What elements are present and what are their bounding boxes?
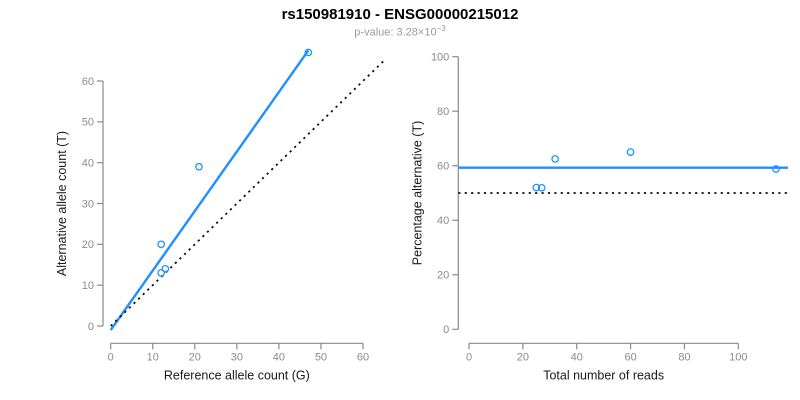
data-point (195, 162, 203, 171)
y-axis-title: Percentage alternative (T) (410, 121, 424, 266)
y-tick-label: 20 (437, 270, 449, 282)
p-value-exponent: −3 (436, 24, 446, 33)
y-tick-label: 60 (437, 161, 449, 173)
x-tick-label: 30 (231, 351, 243, 363)
data-point (157, 269, 166, 277)
data-point (537, 183, 546, 192)
identity-line (110, 57, 387, 327)
left-scatter-plot: 0 10 20 30 40 50 60 0 10 20 30 40 50 60 Reference alle… (55, 48, 387, 382)
p-value-text: p-value: 3.28×10 (354, 26, 437, 39)
y-tick-label: 40 (82, 157, 94, 169)
x-tick-label: 80 (678, 351, 690, 363)
x-axis-title: Total number of reads (543, 368, 664, 382)
fit-line (109, 49, 310, 331)
y-tick-label: 0 (443, 324, 449, 336)
x-tick-label: 60 (357, 351, 369, 363)
figure-title: rs150981910 - ENSG00000215012 (281, 6, 519, 23)
y-tick-label: 100 (431, 52, 449, 64)
x-tick-label: 50 (315, 351, 327, 363)
x-tick-label: 40 (273, 351, 285, 363)
y-tick-label: 20 (82, 239, 94, 251)
data-point (772, 165, 780, 173)
x-tick-label: 10 (147, 351, 159, 363)
data-point (157, 240, 166, 249)
y-tick-label: 60 (82, 76, 94, 88)
y-tick-label: 80 (437, 106, 449, 118)
data-point (304, 48, 313, 57)
x-tick-label: 100 (729, 351, 747, 363)
y-tick-label: 0 (88, 321, 94, 333)
data-point (626, 148, 635, 156)
x-tick-label: 40 (571, 351, 583, 363)
x-tick-label: 60 (624, 351, 636, 363)
x-axis-title: Reference allele count (G) (164, 368, 310, 382)
right-scatter-plot: 0 20 40 60 80 100 0 20 40 60 80 100 Total number of … (410, 52, 788, 382)
x-tick-label: 20 (189, 351, 201, 363)
x-tick-label: 0 (108, 351, 114, 363)
data-point (551, 155, 560, 163)
x-tick-label: 0 (466, 351, 472, 363)
y-axis-title: Alternative allele count (T) (55, 131, 69, 276)
figure-subtitle: p-value: 3.28×10−3 (0, 24, 800, 39)
data-point (532, 183, 541, 192)
y-tick-label: 40 (437, 215, 449, 227)
data-point (161, 264, 170, 273)
y-tick-label: 50 (82, 117, 94, 129)
x-tick-label: 20 (517, 351, 529, 363)
y-tick-label: 10 (82, 280, 94, 292)
y-tick-label: 30 (82, 198, 94, 210)
